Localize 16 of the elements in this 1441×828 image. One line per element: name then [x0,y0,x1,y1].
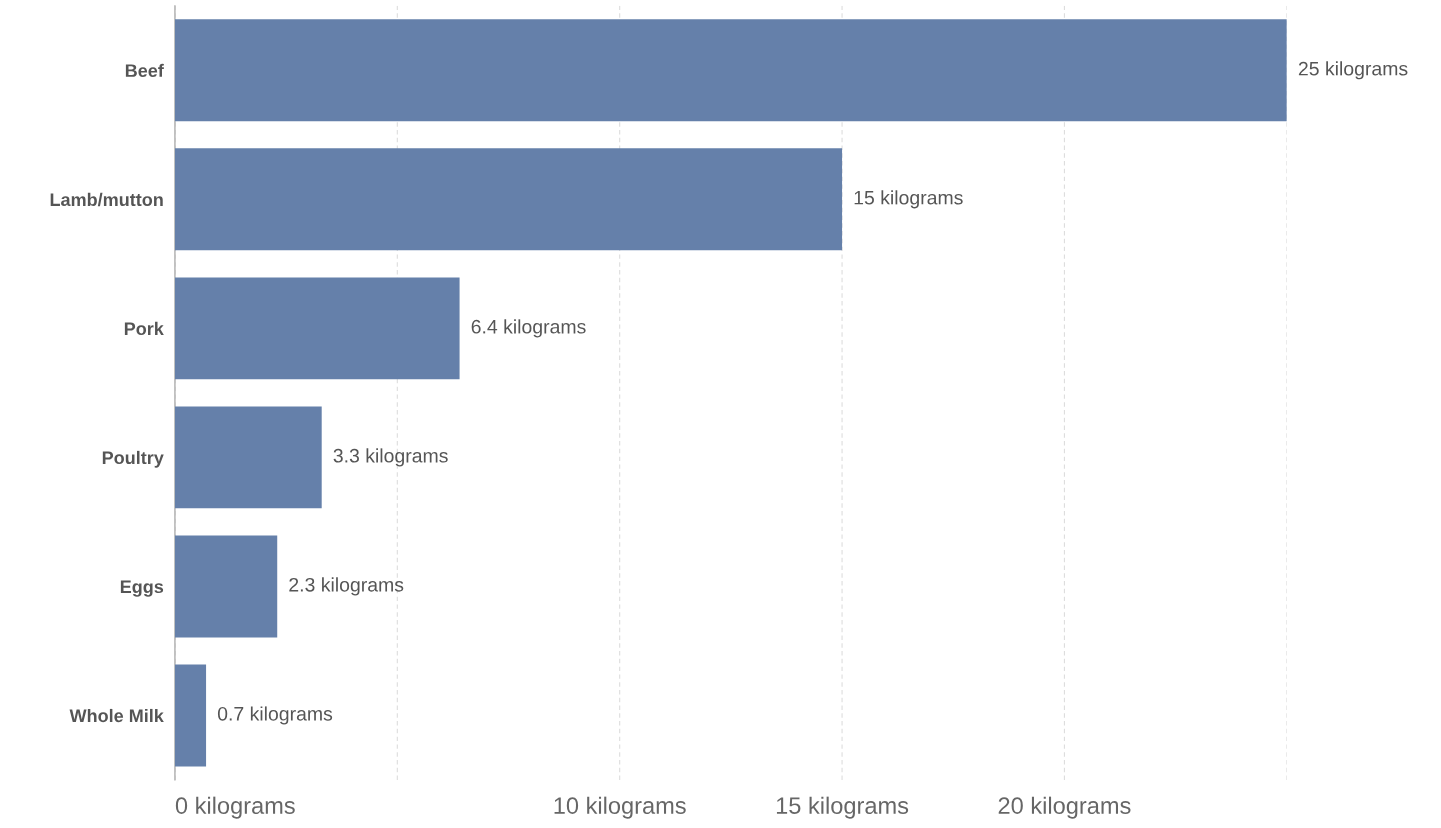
data-label: 6.4 kilograms [471,319,586,338]
y-tick-label: Beef [125,63,164,78]
y-tick-label: Pork [124,321,164,336]
y-tick-label: Eggs [120,580,164,597]
x-tick-label: 20 kilograms [998,796,1131,819]
x-tick-label: 10 kilograms [554,796,686,819]
y-tick-label: Poultry [102,450,164,468]
data-label: 25 kilograms [1298,61,1408,80]
data-label: 0.7 kilograms [217,706,333,725]
y-tick-label: Whole Milk [69,708,164,723]
y-tick-label: Lamb/mutton [50,192,163,207]
data-label: 2.3 kilograms [289,577,404,596]
data-label: 3.3 kilograms [333,448,448,467]
x-tick-label: 0 kilograms [175,796,295,819]
data-label: 15 kilograms [854,190,963,209]
x-tick-label: 15 kilograms [776,796,909,819]
